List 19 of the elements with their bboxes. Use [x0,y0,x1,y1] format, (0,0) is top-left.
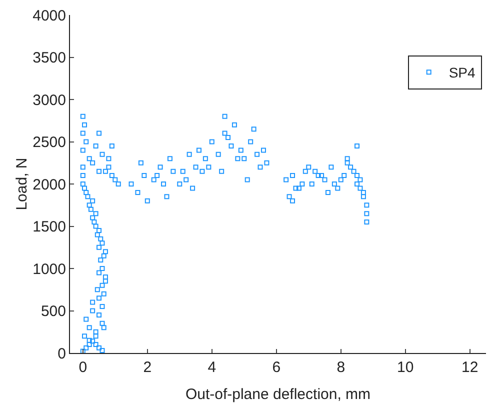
y-tick-label: 4000 [32,7,66,24]
x-tick-label: 4 [208,359,216,376]
x-tick-label: 10 [397,359,414,376]
x-axis-title: Out-of-plane deflection, mm [185,386,371,403]
x-tick-label: 0 [78,359,88,376]
y-tick-label: 2000 [32,176,66,194]
y-tick-label: 2500 [32,134,66,151]
y-tick-label: 0 [58,345,66,362]
y-tick-label: 1000 [32,260,66,278]
x-tick-label: 8 [336,359,346,376]
legend-label: SP4 [448,64,476,81]
x-tick-label: 2 [143,359,152,376]
y-axis-title: Load, N [14,158,31,210]
y-tick-label: 3500 [32,50,66,66]
x-tick-label: 12 [462,359,478,376]
y-tick-label: 500 [40,303,66,320]
x-tick-label: 6 [272,359,281,376]
y-tick-label: 3000 [32,92,66,109]
y-tick-label: 1500 [32,218,66,236]
